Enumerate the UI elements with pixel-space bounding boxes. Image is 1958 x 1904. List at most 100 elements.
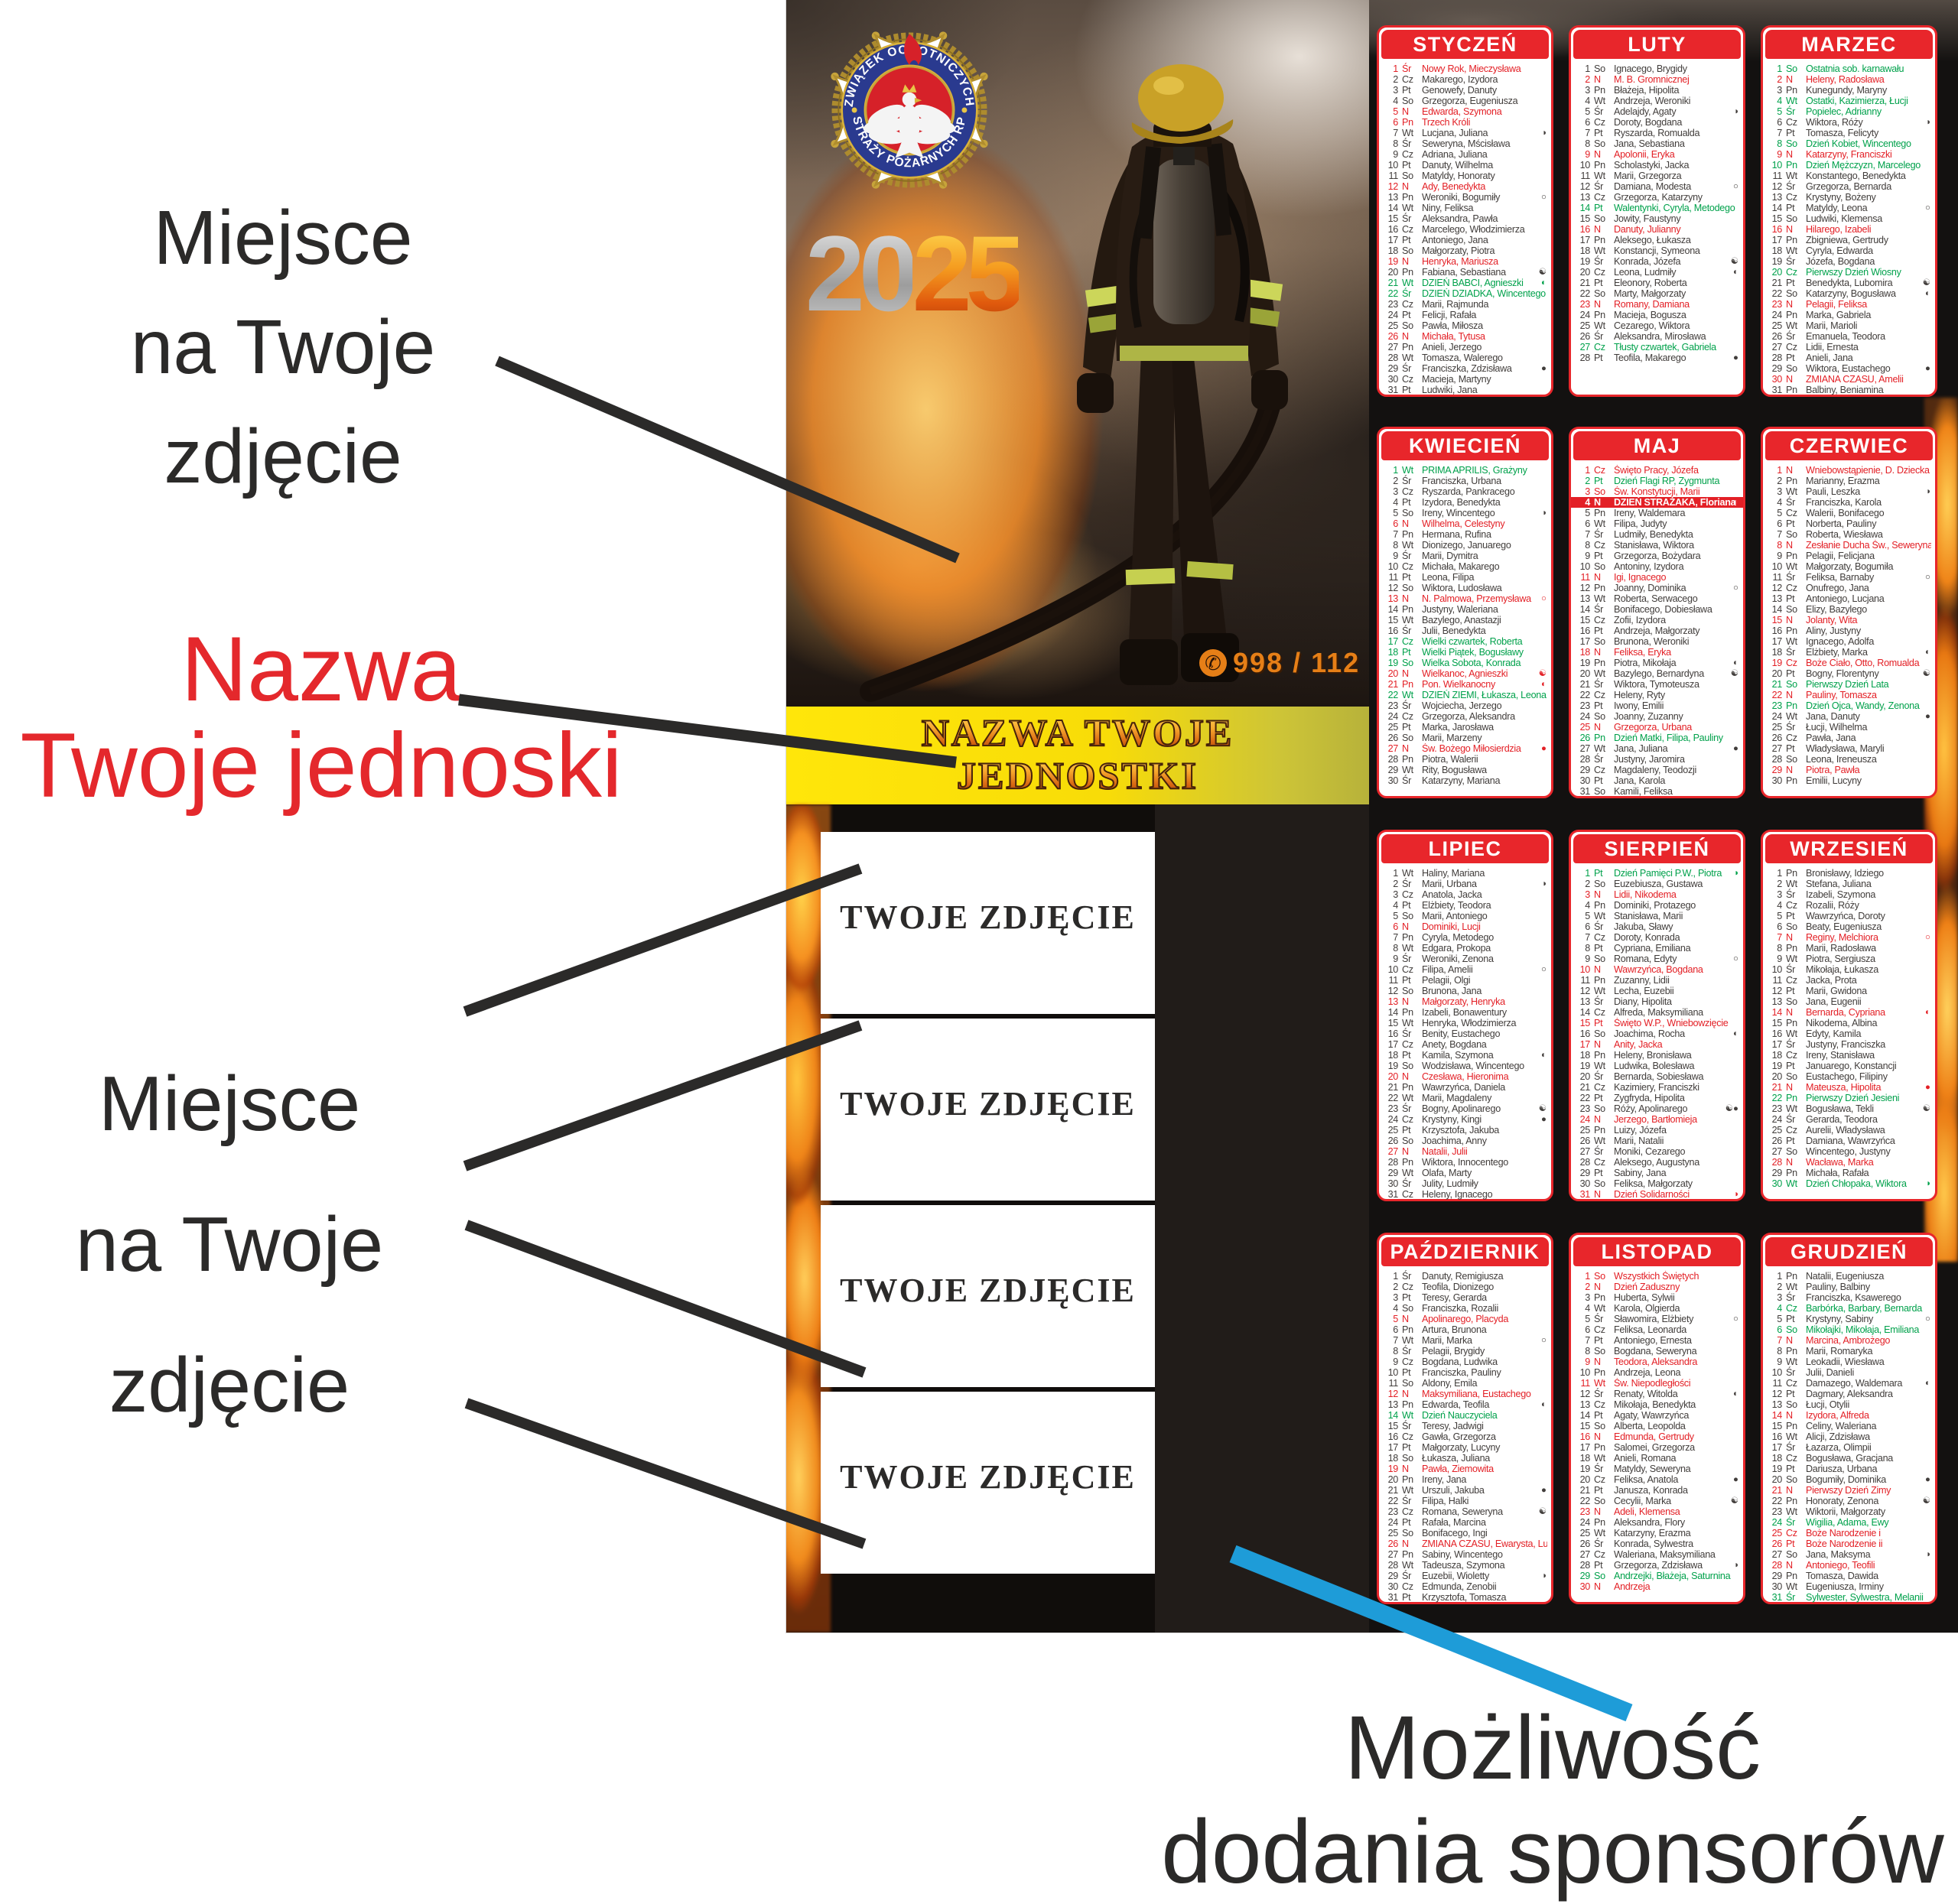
day-row: 27 Pt Władysława, Maryli [1767,743,1931,754]
day-names: Marii, Marioli [1806,320,1858,331]
day-names: Marcina, Ambrożego [1806,1335,1891,1346]
day-row: 21 Pn Wawrzyńca, Daniela [1383,1082,1547,1093]
day-weekday: N [1594,1282,1601,1292]
day-row: 9 Śr Weroniki, Zenona [1383,954,1547,964]
day-weekday: Wt [1786,1431,1797,1442]
day-row: 7 Pn Cyryla, Metodego [1383,932,1547,943]
day-weekday: Pn [1786,1421,1797,1431]
day-weekday: Pn [1786,385,1797,395]
day-number: 1 [1393,465,1398,476]
day-weekday: Pt [1786,1464,1795,1474]
day-names: Barbórka, Barbary, Bernarda [1806,1303,1922,1314]
day-row: 6 So Beaty, Eugeniusza [1767,921,1931,932]
day-number: 2 [1777,879,1782,889]
day-names: Boże Ciało, Otto, Romualda [1806,658,1920,668]
day-number: 6 [1393,117,1398,128]
day-row: 19 Pt Januarego, Konstancji [1767,1061,1931,1071]
moon-icon: ◑ [1925,118,1930,127]
day-names: Benity, Eustachego [1422,1028,1501,1039]
day-weekday: Pt [1786,353,1795,363]
day-row: 7 Pt Ryszarda, Romualda [1575,128,1739,138]
day-weekday: N [1402,256,1409,267]
day-row: 27 Cz Lidii, Ernesta [1767,342,1931,353]
month-panel: WRZESIEŃ 1 Pn Bronisławy, Idziego 2 Wt Stefana… [1761,830,1937,1201]
day-number: 9 [1393,149,1398,160]
day-names: Tomasza, Dawida [1806,1571,1878,1581]
day-names: Zesłanie Ducha Św., Seweryna [1806,540,1931,551]
day-row: 27 Wt Jana, Juliana ● [1575,743,1739,754]
day-number: 29 [1579,1168,1591,1178]
day-names: Fabiana, Sebastiana [1422,267,1506,278]
day-weekday: N [1786,765,1793,775]
day-names: Piotra, Walerii [1422,754,1478,765]
day-weekday: Wt [1594,1378,1605,1389]
day-weekday: So [1594,213,1605,224]
day-number: 30 [1579,1581,1591,1592]
day-names: Alicji, Zdzisława [1806,1431,1870,1442]
day-row: 16 Pt Andrzeja, Małgorzaty [1575,625,1739,636]
day-number: 9 [1777,551,1782,561]
day-names: Łucji, Wilhelma [1806,722,1868,733]
day-weekday: Pn [1786,1346,1797,1357]
day-weekday: Cz [1402,889,1413,900]
day-number: 8 [1585,1346,1590,1357]
day-row: 3 Pn Kunegundy, Maryny [1767,85,1931,96]
day-row: 10 Śr Mikołaja, Łukasza [1767,964,1931,975]
day-row: 16 Wt Alicji, Zdzisława [1767,1431,1931,1442]
day-row: 5 N Edwarda, Szymona [1383,106,1547,117]
day-weekday: Pn [1402,1324,1413,1335]
day-names: Dzień Ojca, Wandy, Zenona [1806,700,1920,711]
day-names: Romana, Seweryna [1422,1506,1503,1517]
day-row: 12 Śr Renaty, Witolda ◐ [1575,1389,1739,1399]
day-names: Apolonii, Eryka [1614,149,1675,160]
day-weekday: Cz [1402,1189,1413,1200]
moon-icon: ◑ [1733,107,1738,116]
day-names: Michała, Tytusa [1422,331,1485,342]
day-names: DZIEŃ DZIADKA, Wincentego [1422,288,1546,299]
day-number: 6 [1777,921,1782,932]
day-row: 14 Wt Dzień Nauczyciela [1383,1410,1547,1421]
day-number: 4 [1393,1303,1398,1314]
day-row: 22 So Cecylii, Marka ☯ [1575,1496,1739,1506]
day-weekday: So [1594,561,1605,572]
note-line: zdjęcie [109,1343,350,1428]
day-names: Wilhelma, Celestyny [1422,518,1505,529]
day-number: 19 [1579,658,1591,668]
day-weekday: Pn [1786,1271,1797,1282]
day-names: Elżbiety, Teodora [1422,900,1491,911]
day-weekday: Pn [1786,235,1797,245]
day-row: 9 Wt Piotra, Sergiusza [1767,954,1931,964]
day-names: Ryszarda, Pankracego [1422,486,1515,497]
day-names: Teodora, Aleksandra [1614,1357,1698,1367]
day-weekday: N [1786,690,1793,700]
day-row: 13 Cz Krystyny, Bożeny [1767,192,1931,203]
day-names: Dzień Flagi RP, Zygmunta [1614,476,1720,486]
day-row: 3 Cz Anatola, Jacka [1383,889,1547,900]
day-names: Eleonory, Roberta [1614,278,1687,288]
day-row: 11 Pt Pelagii, Olgi [1383,975,1547,986]
day-number: 15 [1387,615,1399,625]
day-row: 17 Cz Wielki czwartek, Roberta [1383,636,1547,647]
day-names: Stefana, Juliana [1806,879,1872,889]
day-weekday: So [1402,96,1413,106]
day-names: Wawrzyńca, Daniela [1422,1082,1505,1093]
day-names: ZMIANA CZASU, Ewarysta, Lucjana [1422,1538,1547,1549]
day-weekday: Pn [1594,1442,1605,1453]
day-number: 22 [1387,1093,1399,1103]
day-names: Franciszka, Karola [1806,497,1882,508]
day-weekday: Wt [1786,711,1797,722]
day-row: 8 So Jana, Sebastiana [1575,138,1739,149]
day-weekday: Pn [1786,1571,1797,1581]
day-row: 22 Pn Honoraty, Zenona ☯ [1767,1496,1931,1506]
day-number: 26 [1579,331,1591,342]
day-row: 18 Pn Heleny, Bronisława [1575,1050,1739,1061]
day-number: 10 [1387,160,1399,171]
day-number: 26 [1579,1136,1591,1146]
day-weekday: Śr [1402,63,1411,74]
day-names: Andrzejki, Błażeja, Saturnina [1614,1571,1731,1581]
day-weekday: N [1786,224,1793,235]
day-number: 10 [1771,1367,1783,1378]
month-days: 1 Śr Danuty, Remigiusza 2 Cz Teofila, Dionize… [1383,1271,1547,1603]
day-weekday: Pn [1402,1474,1413,1485]
day-weekday: Pn [1786,775,1797,786]
